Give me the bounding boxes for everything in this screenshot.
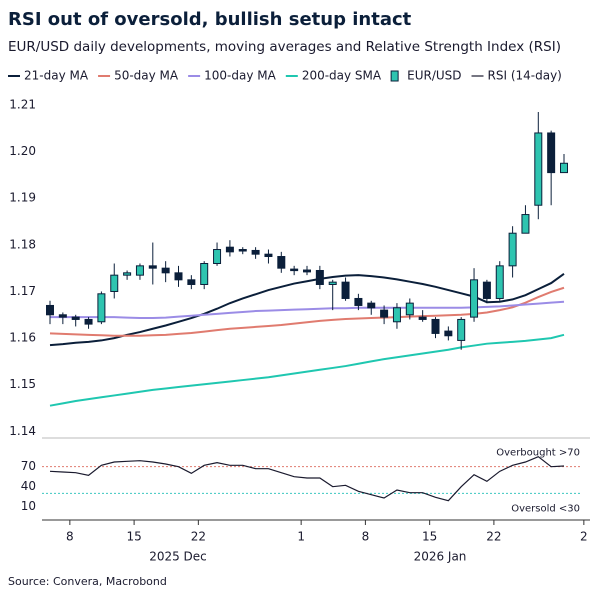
source: Source: Convera, Macrobond [8,575,167,588]
x-tick-label: 8 [362,530,370,544]
candle-body [418,316,427,320]
legend-label: 50-day MA [114,69,179,83]
x-tick-label: 8 [66,530,74,544]
rsi-tick-label: 40 [21,479,36,493]
legend-label: RSI (14-day) [488,69,562,83]
x-tick-label: 15 [126,530,141,544]
candle-body [135,265,144,276]
candle-body [225,246,234,253]
candle-body [200,263,209,285]
candle-body [367,302,376,309]
candle-body [46,304,54,316]
y-tick-label: 1.16 [9,331,36,345]
legend-label: EUR/USD [407,69,461,83]
candle-body [148,265,157,269]
y-tick-label: 1.18 [9,237,36,251]
x-group-label: 2026 Jan [414,550,467,564]
candle-body [380,309,389,318]
candle-body [354,297,363,306]
legend-swatch [390,70,399,82]
candle-body [264,253,273,258]
candle-body [392,307,401,323]
candle-body [174,272,183,281]
candle-body [238,249,247,252]
candle-body [328,281,337,285]
candle-body [71,316,80,320]
candle-body [251,249,260,255]
candle-body [213,249,222,265]
candle-body [161,267,170,274]
ma-line [50,300,565,320]
y-tick-label: 1.21 [9,97,36,111]
x-tick-label: 15 [422,530,437,544]
y-tick-label: 1.20 [9,144,36,158]
rsi-level-label: Oversold <30 [511,503,580,514]
legend-label: 21-day MA [24,69,89,83]
x-tick-label: 1 [297,530,305,544]
candle-body [547,132,556,174]
ma-line [49,333,565,407]
ma-line [49,286,565,337]
candle-body [470,279,479,318]
x-tick-label: 22 [486,530,501,544]
candle-body [534,132,543,206]
candle-body [123,272,132,276]
y-tick-label: 1.17 [9,284,36,298]
legend-label: 100-day MA [204,69,276,83]
x-tick-label: 2 [580,530,588,544]
candle-body [495,265,504,299]
rsi-tick-label: 10 [21,499,36,513]
candle-body [482,281,491,299]
y-tick-label: 1.15 [9,377,36,391]
candle-body [444,330,453,337]
chart-subtitle: EUR/USD daily developments, moving avera… [8,39,561,55]
rsi-tick-label: 70 [21,459,36,473]
candle-body [341,281,350,299]
candle-body [303,269,311,273]
candle-body [521,214,530,234]
candle-body [405,302,414,316]
candle-body [187,279,196,285]
ma-line [49,272,565,347]
y-tick-label: 1.19 [9,191,36,205]
candle-body [97,293,106,323]
chart-title: RSI out of oversold, bullish setup intac… [8,9,412,30]
candle-body [508,232,517,267]
rsi-level-label: Overbought >70 [496,448,580,459]
x-group-label: 2025 Dec [149,550,207,564]
candle-body [431,318,440,334]
candle-body [457,318,466,341]
candle-body [110,274,119,292]
candle-body [560,162,568,174]
candle-body [315,269,324,285]
legend-label: 200-day SMA [302,69,382,83]
candle-body [58,314,67,318]
candle-body [277,256,286,269]
candle-body [290,268,299,272]
candle-body [84,318,93,325]
rsi-line [49,455,565,502]
y-tick-label: 1.14 [9,424,36,438]
x-tick-label: 22 [191,530,206,544]
